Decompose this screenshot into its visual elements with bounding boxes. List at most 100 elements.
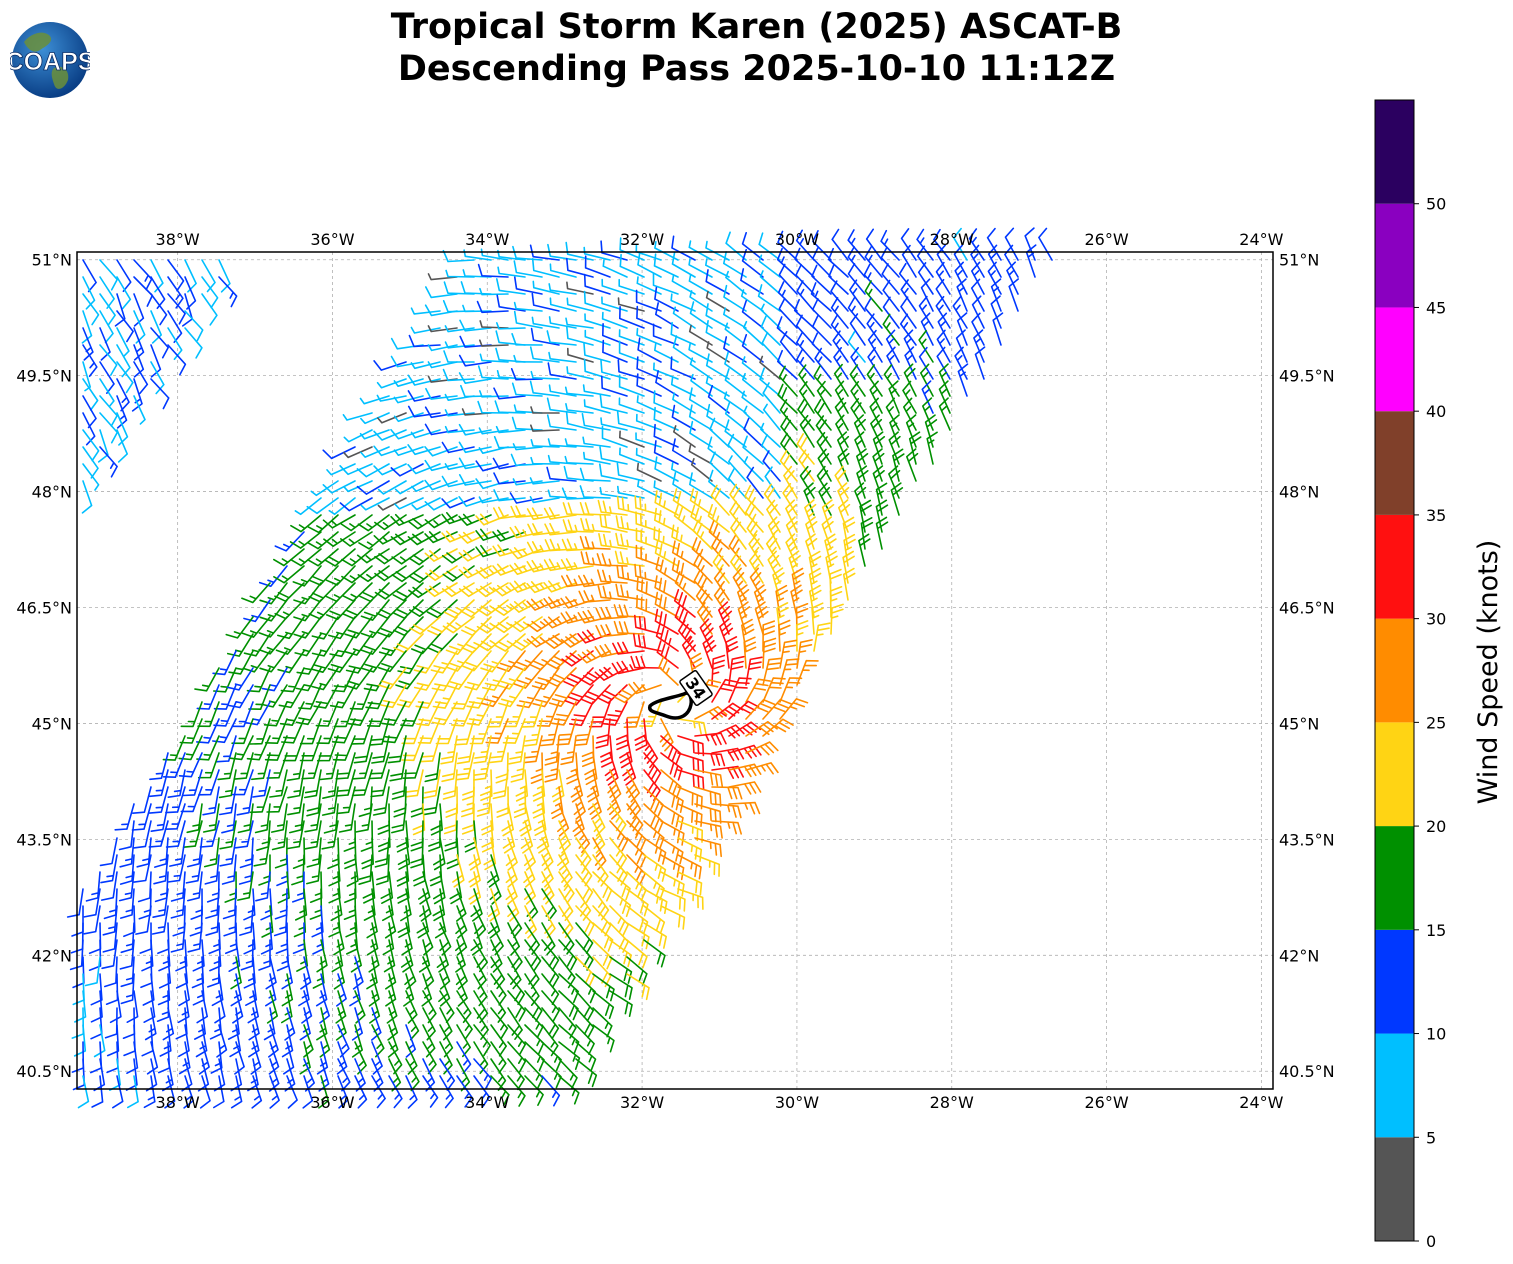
wind-barb: [100, 854, 118, 884]
wind-barb: [252, 769, 271, 798]
wind-barb: [523, 735, 543, 764]
wind-barb: [475, 582, 509, 598]
wind-barb: [797, 398, 815, 431]
wind-barb: [212, 650, 237, 676]
wind-barb: [659, 718, 674, 752]
wind-barb: [935, 261, 951, 295]
wind-barb: [116, 310, 134, 343]
wind-barb: [761, 331, 781, 363]
wind-barb: [758, 254, 781, 278]
wind-barb: [273, 548, 305, 567]
wind-barb: [595, 606, 628, 620]
wind-barb: [987, 261, 1002, 295]
wind-barb: [634, 718, 648, 751]
wind-barb: [84, 956, 101, 987]
wind-barb: [563, 465, 594, 482]
wind-barb: [82, 293, 100, 326]
wind-barb: [584, 752, 598, 786]
wind-barb: [119, 837, 135, 868]
wind-barb: [153, 854, 169, 885]
wind-barb: [99, 837, 118, 867]
wind-barb: [376, 378, 407, 389]
wind-barb: [355, 803, 373, 833]
wind-barb: [145, 1058, 158, 1092]
wind-barb: [872, 465, 885, 499]
wind-barb: [170, 871, 186, 902]
wind-barb: [512, 443, 543, 451]
wind-barb: [259, 599, 288, 622]
wind-barb: [767, 550, 781, 584]
wind-barb: [570, 769, 584, 803]
wind-barb: [916, 245, 934, 278]
wind-barb: [830, 297, 849, 329]
wind-barb: [439, 1075, 454, 1109]
wind-barb: [743, 456, 764, 482]
wind-barb: [560, 611, 594, 624]
wind-barb: [99, 446, 118, 478]
wind-barb: [202, 803, 220, 833]
wind-barb: [575, 1007, 595, 1039]
wind-barb: [694, 752, 726, 767]
wind-barb: [191, 956, 205, 989]
wind-barb: [609, 803, 627, 836]
wind-barb: [635, 413, 662, 431]
wind-barb: [888, 465, 901, 499]
wind-barb: [579, 667, 611, 686]
wind-barb: [233, 752, 254, 780]
wind-barb: [175, 1007, 188, 1040]
wind-barb: [653, 526, 679, 550]
lat-tick-label: 51°N: [32, 251, 72, 270]
wind-barb: [609, 956, 633, 984]
wind-barb: [779, 639, 797, 669]
wind-barb: [779, 677, 803, 703]
wind-barb: [592, 854, 609, 887]
wind-barb: [470, 922, 483, 956]
wind-barb: [529, 496, 560, 504]
wind-barb: [746, 466, 764, 499]
wind-barb: [558, 990, 579, 1021]
wind-barb: [424, 423, 458, 436]
wind-barb: [628, 681, 662, 695]
wind-barb: [795, 263, 815, 295]
wind-barb: [165, 820, 186, 848]
lat-tick-label: 46.5°N: [1279, 599, 1335, 618]
wind-barb: [540, 718, 560, 747]
wind-barb: [560, 596, 594, 609]
wind-barb: [82, 259, 97, 293]
wind-barb: [711, 535, 730, 567]
wind-barb: [779, 658, 800, 686]
wind-barb: [524, 1075, 544, 1106]
wind-barb: [425, 387, 458, 400]
colorbar-tick-label: 5: [1426, 1128, 1436, 1147]
wind-barb: [458, 548, 492, 562]
wind-barb: [371, 735, 390, 764]
wind-barb: [269, 1075, 280, 1109]
wind-barb: [286, 752, 305, 782]
wind-barb: [258, 939, 271, 971]
wind-barb: [778, 365, 798, 397]
wind-barb: [780, 432, 798, 465]
lat-tick-label: 51°N: [1279, 251, 1319, 270]
wind-barb: [507, 1041, 527, 1073]
wind-barb: [473, 752, 492, 781]
wind-barb: [709, 417, 730, 448]
wind-barb: [496, 294, 526, 312]
wind-barb: [699, 618, 714, 652]
wind-barb: [643, 922, 667, 949]
wind-barb: [461, 633, 492, 654]
wind-barb: [376, 394, 407, 402]
wind-barb: [164, 803, 186, 830]
wind-barb: [485, 718, 509, 744]
wind-barb: [135, 905, 152, 935]
wind-barb: [694, 854, 720, 877]
wind-barb: [337, 1075, 349, 1109]
wind-barb: [867, 329, 883, 363]
title-line-2: Descending Pass 2025-10-10 11:12Z: [397, 49, 1116, 89]
wind-barb: [880, 229, 900, 261]
lat-tick-label: 42°N: [32, 946, 72, 965]
wind-barb: [775, 584, 788, 618]
wind-barb: [489, 735, 509, 764]
wind-barb: [724, 322, 747, 346]
wind-barb: [356, 480, 390, 495]
wind-barb: [607, 786, 622, 820]
